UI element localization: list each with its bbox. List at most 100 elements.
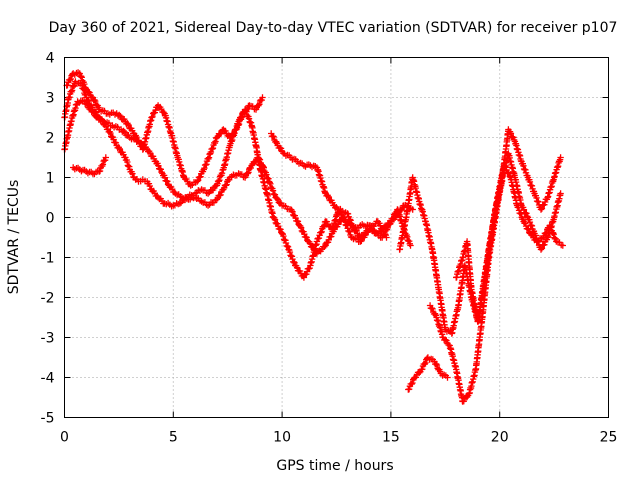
data-point-marker xyxy=(507,130,515,137)
y-tick-label: 1 xyxy=(46,171,55,187)
data-point-marker xyxy=(255,102,262,109)
data-point-marker xyxy=(379,225,386,233)
data-point-marker xyxy=(405,386,413,393)
x-tick-label: 25 xyxy=(600,430,618,446)
data-point-marker xyxy=(102,154,109,161)
data-point-marker xyxy=(325,193,332,200)
data-point-marker xyxy=(117,112,124,120)
data-point-marker xyxy=(409,206,416,213)
data-point-marker xyxy=(260,164,267,171)
data-point-marker xyxy=(334,205,341,213)
series-track-e xyxy=(268,130,390,245)
x-tick-label: 20 xyxy=(491,430,509,446)
data-point-marker xyxy=(433,361,441,369)
data-point-marker xyxy=(270,133,277,141)
axis-ticks: 0 5 10 15 20 25 -5 -4 -3 -2 -1 0 1 2 3 4 xyxy=(41,51,618,446)
data-point-marker xyxy=(367,225,374,233)
y-tick-label: -2 xyxy=(41,291,55,307)
data-point-marker xyxy=(82,85,89,92)
data-point-marker xyxy=(116,145,123,152)
data-point-marker xyxy=(409,379,416,387)
data-point-marker xyxy=(83,100,90,107)
data-point-marker xyxy=(353,227,360,235)
data-point-marker xyxy=(293,264,301,271)
data-point-marker xyxy=(157,166,164,173)
data-point-marker xyxy=(77,73,85,80)
data-point-marker xyxy=(429,305,436,313)
data-point-marker xyxy=(442,336,449,343)
y-tick-label: 0 xyxy=(46,211,55,227)
data-point-marker xyxy=(282,239,290,247)
data-point-marker xyxy=(204,190,212,197)
data-point-marker xyxy=(517,210,525,218)
plot-frame xyxy=(64,57,609,418)
y-tick-label: 2 xyxy=(46,131,55,147)
data-point-marker xyxy=(121,129,128,136)
data-point-marker xyxy=(408,380,415,388)
data-point-marker xyxy=(68,87,76,94)
x-axis-label: GPS time / hours xyxy=(276,458,393,474)
data-point-marker xyxy=(216,176,223,184)
data-point-marker xyxy=(274,196,281,203)
data-point-marker xyxy=(289,208,296,215)
data-point-marker xyxy=(344,210,352,218)
data-point-marker xyxy=(277,226,284,233)
data-point-marker xyxy=(460,398,467,405)
data-point-marker xyxy=(107,129,114,137)
data-point-marker xyxy=(85,88,92,95)
data-point-marker xyxy=(421,361,428,368)
data-point-marker xyxy=(381,230,389,238)
data-point-marker xyxy=(243,106,250,114)
data-point-marker xyxy=(218,170,226,177)
data-point-marker xyxy=(67,75,74,83)
data-point-marker xyxy=(212,138,219,145)
data-point-marker xyxy=(346,228,353,235)
y-tick-label: -5 xyxy=(41,411,55,427)
data-points xyxy=(61,69,566,405)
x-tick-label: 5 xyxy=(169,430,178,446)
data-point-marker xyxy=(245,169,252,176)
data-point-marker xyxy=(416,369,423,376)
data-point-marker xyxy=(341,218,349,225)
grid xyxy=(64,57,609,418)
data-point-marker xyxy=(328,233,335,240)
data-point-marker xyxy=(343,222,351,229)
data-point-marker xyxy=(404,233,411,240)
data-point-marker xyxy=(557,190,564,197)
data-point-marker xyxy=(541,241,548,248)
data-point-marker xyxy=(412,374,420,381)
data-point-marker xyxy=(321,222,328,229)
data-point-marker xyxy=(315,234,323,242)
x-tick-label: 10 xyxy=(273,430,291,446)
series-track-d xyxy=(70,154,109,178)
data-point-marker xyxy=(231,130,238,137)
data-point-marker xyxy=(522,220,529,227)
data-point-marker xyxy=(538,205,546,212)
data-point-marker xyxy=(222,182,229,189)
data-point-marker xyxy=(267,184,275,191)
data-point-marker xyxy=(86,89,93,96)
series-track-i xyxy=(405,354,451,393)
data-point-marker xyxy=(81,80,88,88)
data-point-marker xyxy=(244,170,251,177)
data-point-marker xyxy=(251,159,259,166)
data-point-marker xyxy=(321,243,328,250)
data-point-marker xyxy=(286,248,294,256)
data-point-marker xyxy=(273,195,280,202)
data-point-marker xyxy=(551,234,558,241)
data-point-marker xyxy=(155,162,162,169)
data-point-marker xyxy=(383,234,390,241)
data-point-marker xyxy=(194,178,201,185)
data-point-marker xyxy=(205,155,212,163)
data-point-marker xyxy=(244,105,251,113)
data-point-marker xyxy=(428,305,435,312)
series-track-h xyxy=(453,126,564,325)
data-point-marker xyxy=(161,174,169,181)
data-point-marker xyxy=(443,337,450,344)
data-point-marker xyxy=(229,130,237,138)
data-point-marker xyxy=(398,205,406,213)
y-axis-label: SDTVAR / TECUs xyxy=(6,180,22,295)
data-point-marker xyxy=(528,222,536,230)
data-point-marker xyxy=(524,213,531,220)
